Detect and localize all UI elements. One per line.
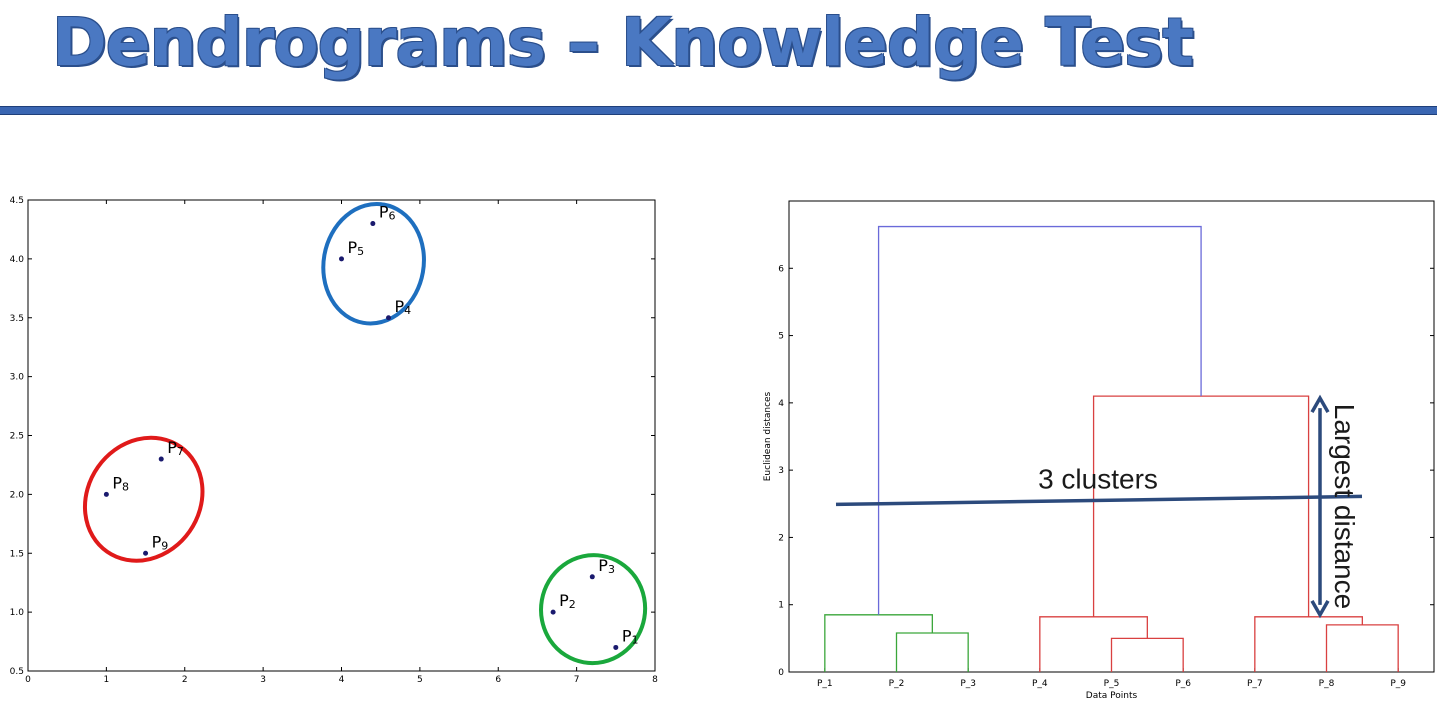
cluster-ellipse bbox=[82, 435, 205, 563]
arrow-label: Largest distance bbox=[1329, 404, 1360, 609]
point-label: P9 bbox=[152, 532, 169, 552]
scatter-x-tick-label: 4 bbox=[339, 675, 345, 685]
dendro-y-tick-label: 5 bbox=[778, 332, 784, 342]
point-label: P4 bbox=[395, 297, 412, 317]
scatter-y-tick-label: 2.5 bbox=[10, 432, 24, 442]
cut-label: 3 clusters bbox=[1038, 463, 1158, 494]
dendrogram-link bbox=[877, 225, 1202, 615]
scatter-point bbox=[158, 456, 164, 462]
scatter-point bbox=[103, 491, 109, 497]
cluster-ellipse bbox=[539, 553, 648, 666]
leaf-label: P_3 bbox=[960, 679, 976, 689]
scatter-point bbox=[589, 574, 595, 580]
scatter-x-tick-label: 6 bbox=[495, 675, 501, 685]
dendro-y-tick-label: 4 bbox=[778, 399, 784, 409]
slide-title: Dendrograms – Knowledge Test bbox=[52, 4, 1194, 81]
scatter-point bbox=[339, 256, 344, 262]
scatter-point bbox=[143, 550, 149, 556]
scatter-y-tick-label: 2.0 bbox=[10, 490, 25, 500]
scatter-x-tick-label: 2 bbox=[182, 675, 188, 685]
y-axis-label: Euclidean distances bbox=[763, 391, 773, 481]
point-label: P6 bbox=[379, 203, 396, 223]
title-underline bbox=[0, 106, 1437, 115]
scatter-y-tick-label: 1.0 bbox=[10, 608, 25, 618]
cut-line bbox=[835, 494, 1363, 507]
scatter-y-tick-label: 3.5 bbox=[10, 314, 24, 324]
scatter-y-tick-label: 0.5 bbox=[10, 667, 24, 677]
dendrogram-link bbox=[1325, 624, 1399, 672]
distance-arrow-head-up bbox=[1310, 394, 1330, 413]
dendrogram-link bbox=[1110, 637, 1184, 672]
scatter-x-tick-label: 3 bbox=[260, 675, 266, 685]
dendrogram-link bbox=[1039, 616, 1148, 672]
scatter-y-tick-label: 1.5 bbox=[10, 549, 24, 559]
leaf-label: P_4 bbox=[1032, 679, 1048, 689]
scatter-point bbox=[386, 315, 392, 321]
dendro-y-tick-label: 1 bbox=[778, 601, 784, 611]
point-label: P8 bbox=[112, 473, 129, 493]
scatter-y-tick-label: 4.0 bbox=[10, 255, 25, 265]
point-label: P5 bbox=[348, 238, 365, 258]
dendro-y-tick-label: 2 bbox=[778, 533, 784, 543]
cluster-ellipse bbox=[321, 202, 426, 326]
point-label: P3 bbox=[598, 556, 615, 576]
leaf-label: P_5 bbox=[1104, 679, 1120, 689]
dendro-y-tick-label: 3 bbox=[778, 466, 784, 476]
x-axis-label: Data Points bbox=[1086, 691, 1138, 701]
scatter-y-tick-label: 4.5 bbox=[10, 196, 24, 206]
dendro-y-tick-label: 6 bbox=[778, 264, 784, 274]
leaf-label: P_7 bbox=[1247, 679, 1263, 689]
leaf-label: P_6 bbox=[1175, 679, 1191, 689]
scatter-x-tick-label: 7 bbox=[574, 675, 580, 685]
dendro-y-tick-label: 0 bbox=[778, 668, 784, 678]
dendrogram-link bbox=[1092, 395, 1310, 617]
leaf-label: P_8 bbox=[1319, 679, 1335, 689]
scatter-point bbox=[550, 609, 556, 615]
scatter-y-tick-label: 3.0 bbox=[10, 373, 25, 383]
dendrogram-link bbox=[1254, 616, 1363, 672]
leaf-label: P_1 bbox=[817, 679, 833, 689]
scatter-x-tick-label: 8 bbox=[652, 675, 658, 685]
leaf-label: P_2 bbox=[889, 679, 905, 689]
scatter-point bbox=[370, 221, 376, 227]
scatter-x-tick-label: 5 bbox=[417, 675, 423, 685]
leaf-label: P_9 bbox=[1390, 679, 1406, 689]
distance-arrow-head-down bbox=[1310, 599, 1330, 619]
point-label: P1 bbox=[622, 626, 639, 646]
point-label: P7 bbox=[167, 438, 184, 458]
dendrogram-link bbox=[895, 632, 969, 672]
scatter-x-tick-label: 0 bbox=[25, 675, 31, 685]
point-label: P2 bbox=[559, 591, 576, 611]
scatter-point bbox=[613, 644, 619, 650]
dendrogram-link bbox=[824, 614, 933, 672]
scatter-x-tick-label: 1 bbox=[104, 675, 110, 685]
